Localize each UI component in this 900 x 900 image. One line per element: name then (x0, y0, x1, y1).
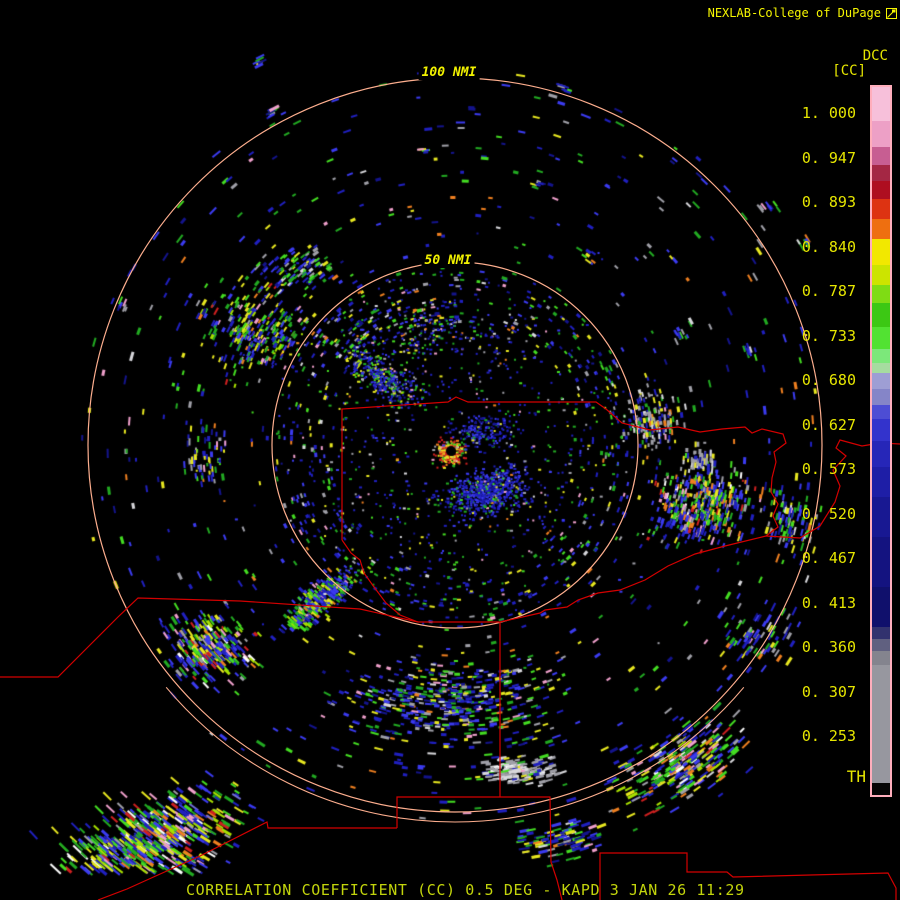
boundary-line (765, 439, 900, 539)
site-title: NEXLAB-College of DuPage (707, 6, 881, 20)
boundary-line (341, 539, 419, 623)
boundary-line (0, 597, 419, 678)
boundary-line (418, 535, 767, 623)
boundary-line (341, 396, 787, 540)
ring-100nmi (87, 77, 823, 813)
cod-logo-icon (886, 7, 897, 19)
boundary-line (599, 852, 897, 900)
header: NEXLAB-College of DuPage (708, 6, 897, 20)
outer-range-arc (165, 686, 745, 823)
range-rings (87, 77, 823, 823)
boundary-line (97, 821, 397, 900)
boundary-line (396, 796, 563, 900)
ring-50nmi (271, 261, 639, 629)
ring-label-100nmi: 100 NMI (418, 65, 480, 80)
ring-label-50nmi: 50 NMI (421, 253, 475, 268)
county-boundaries (0, 396, 900, 900)
product-title: CORRELATION COEFFICIENT (CC) 0.5 DEG - K… (186, 881, 745, 899)
